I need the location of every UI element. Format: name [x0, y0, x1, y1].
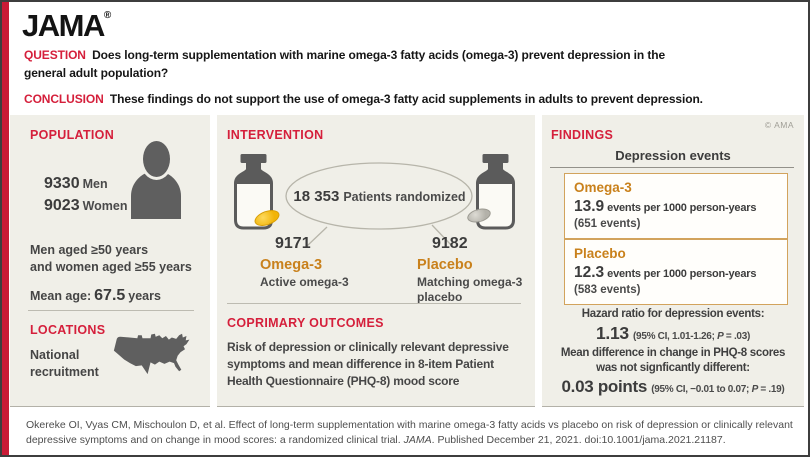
- findings-placebo-unit: events per 1000 person-years: [607, 267, 757, 280]
- mean-difference-ci: (95% CI, −0.01 to 0.07; P = .19): [651, 383, 785, 395]
- mean-diff-ci-pre: (95% CI, −0.01 to 0.07;: [651, 383, 752, 395]
- participant-counts: 9330 Men 9023 Women: [44, 173, 128, 218]
- findings-subtitle: Depression events: [615, 148, 731, 163]
- findings-placebo-events: (583 events): [574, 284, 641, 297]
- locations-heading: LOCATIONS: [30, 323, 106, 337]
- citation-post: . Published December 21, 2021. doi:10.10…: [431, 434, 726, 447]
- population-panel: POPULATION 9330 Men 9023 Women Men aged ≥5…: [10, 115, 210, 407]
- mean-age: Mean age: 67.5 years: [30, 287, 161, 305]
- person-icon: [129, 141, 183, 219]
- hazard-ratio-ci: (95% CI, 1.01-1.26; P = .03): [633, 331, 750, 342]
- findings-placebo-label: Placebo: [574, 246, 626, 261]
- findings-heading: FINDINGS: [551, 128, 614, 142]
- findings-box-omega3: Omega-3 13.9 events per 1000 person-years…: [564, 173, 788, 240]
- findings-box-placebo: Placebo 12.3 events per 1000 person-years…: [564, 239, 788, 306]
- arm-omega3-description: Active omega-3: [260, 275, 349, 290]
- findings-placebo-rate-row: 12.3 events per 1000 person-years: [574, 264, 756, 281]
- mean-age-value: 67.5: [94, 287, 126, 304]
- usa-map-icon: [113, 333, 190, 375]
- randomized-text: 18 353 Patients randomized: [282, 188, 477, 206]
- hazard-ci-pre: (95% CI, 1.01-1.26;: [633, 330, 718, 342]
- findings-divider: [550, 167, 794, 168]
- findings-omega3-value: 13.9: [574, 197, 605, 215]
- mean-age-prefix: Mean age:: [30, 289, 92, 303]
- hazard-ratio-value: 1.13: [596, 322, 629, 343]
- mean-diff-p-label: P: [751, 383, 759, 395]
- citation-pre: Okereke OI, Vyas CM, Mischoulon D, et al…: [26, 419, 793, 447]
- age-criteria-line1: Men aged ≥50 years: [30, 243, 149, 257]
- randomization-ellipse: [285, 162, 473, 247]
- hazard-ratio-value-row: 1.13 (95% CI, 1.01-1.26; P = .03): [542, 323, 804, 344]
- randomized-count: 18 353: [293, 188, 340, 205]
- women-count-row: 9023 Women: [44, 195, 128, 217]
- mean-age-suffix: years: [128, 289, 161, 303]
- intervention-heading: INTERVENTION: [227, 128, 324, 142]
- person-head: [142, 141, 170, 177]
- mean-difference-value-row: 0.03 points (95% CI, −0.01 to 0.07; P = …: [542, 377, 804, 397]
- citation: Okereke OI, Vyas CM, Mischoulon D, et al…: [26, 418, 798, 448]
- arm-placebo: 9182 Placebo Matching omega-3 placebo: [417, 234, 531, 305]
- mean-difference-line: Mean difference in change in PHQ-8 score…: [560, 347, 786, 374]
- mean-diff-ci-post: = .19): [757, 383, 785, 395]
- arm-placebo-name: Placebo: [417, 257, 473, 273]
- ama-copyright: © AMA: [764, 120, 794, 130]
- question-line: QUESTION Does long-term supplementation …: [24, 46, 684, 82]
- jama-logo: JAMA®: [22, 8, 111, 44]
- conclusion-text: These findings do not support the use of…: [109, 92, 703, 106]
- jama-red-bar: [2, 2, 9, 455]
- registered-mark: ®: [103, 10, 112, 21]
- citation-journal: JAMA: [403, 434, 432, 447]
- population-divider: [28, 310, 194, 311]
- locations-text: National recruitment: [30, 348, 99, 379]
- hazard-ratio-line: Hazard ratio for depression events:: [581, 308, 765, 320]
- person-torso: [131, 171, 181, 219]
- conclusion-line: CONCLUSION These findings do not support…: [24, 90, 804, 108]
- hazard-ci-post: = .03): [723, 330, 750, 342]
- men-count: 9330: [44, 175, 80, 192]
- findings-omega3-events: (651 events): [574, 218, 641, 231]
- conclusion-label: CONCLUSION: [24, 92, 104, 106]
- outcomes-heading: COPRIMARY OUTCOMES: [227, 316, 384, 330]
- randomized-label: Patients randomized: [343, 190, 466, 204]
- findings-panel: © AMA FINDINGS Depression events Omega-3…: [542, 115, 804, 407]
- hazard-ratio-block: Hazard ratio for depression events: 1.13…: [542, 307, 804, 344]
- population-heading: POPULATION: [30, 128, 115, 142]
- age-criteria: Men aged ≥50 years and women aged ≥55 ye…: [30, 242, 206, 276]
- mean-difference-block: Mean difference in change in PHQ-8 score…: [542, 346, 804, 397]
- women-label: Women: [82, 199, 128, 214]
- arm-placebo-description: Matching omega-3 placebo: [417, 275, 523, 305]
- age-criteria-line2: and women aged ≥55 years: [30, 259, 192, 274]
- intervention-divider: [227, 303, 521, 304]
- arm-placebo-count: 9182: [432, 235, 468, 252]
- intervention-panel: INTERVENTION 18 353 Patients randomized 9…: [217, 115, 535, 407]
- findings-omega3-label: Omega-3: [574, 180, 632, 195]
- women-count: 9023: [44, 197, 80, 215]
- men-label: Men: [82, 177, 108, 191]
- men-count-row: 9330 Men: [44, 173, 128, 195]
- findings-omega3-rate-row: 13.9 events per 1000 person-years: [574, 198, 756, 215]
- question-text: Does long-term supplementation with mari…: [24, 48, 666, 80]
- question-label: QUESTION: [24, 48, 86, 62]
- jama-logo-text: JAMA: [22, 8, 105, 43]
- findings-placebo-value: 12.3: [574, 263, 605, 281]
- mean-difference-value: 0.03 points: [561, 376, 648, 396]
- findings-omega3-unit: events per 1000 person-years: [607, 201, 757, 214]
- outcomes-text: Risk of depression or clinically relevan…: [227, 340, 509, 388]
- hazard-p-label: P: [717, 330, 724, 342]
- arm-omega3-name: Omega-3: [260, 257, 323, 273]
- arm-omega3: 9171 Omega-3 Active omega-3: [260, 234, 410, 290]
- arm-omega3-count: 9171: [275, 235, 311, 252]
